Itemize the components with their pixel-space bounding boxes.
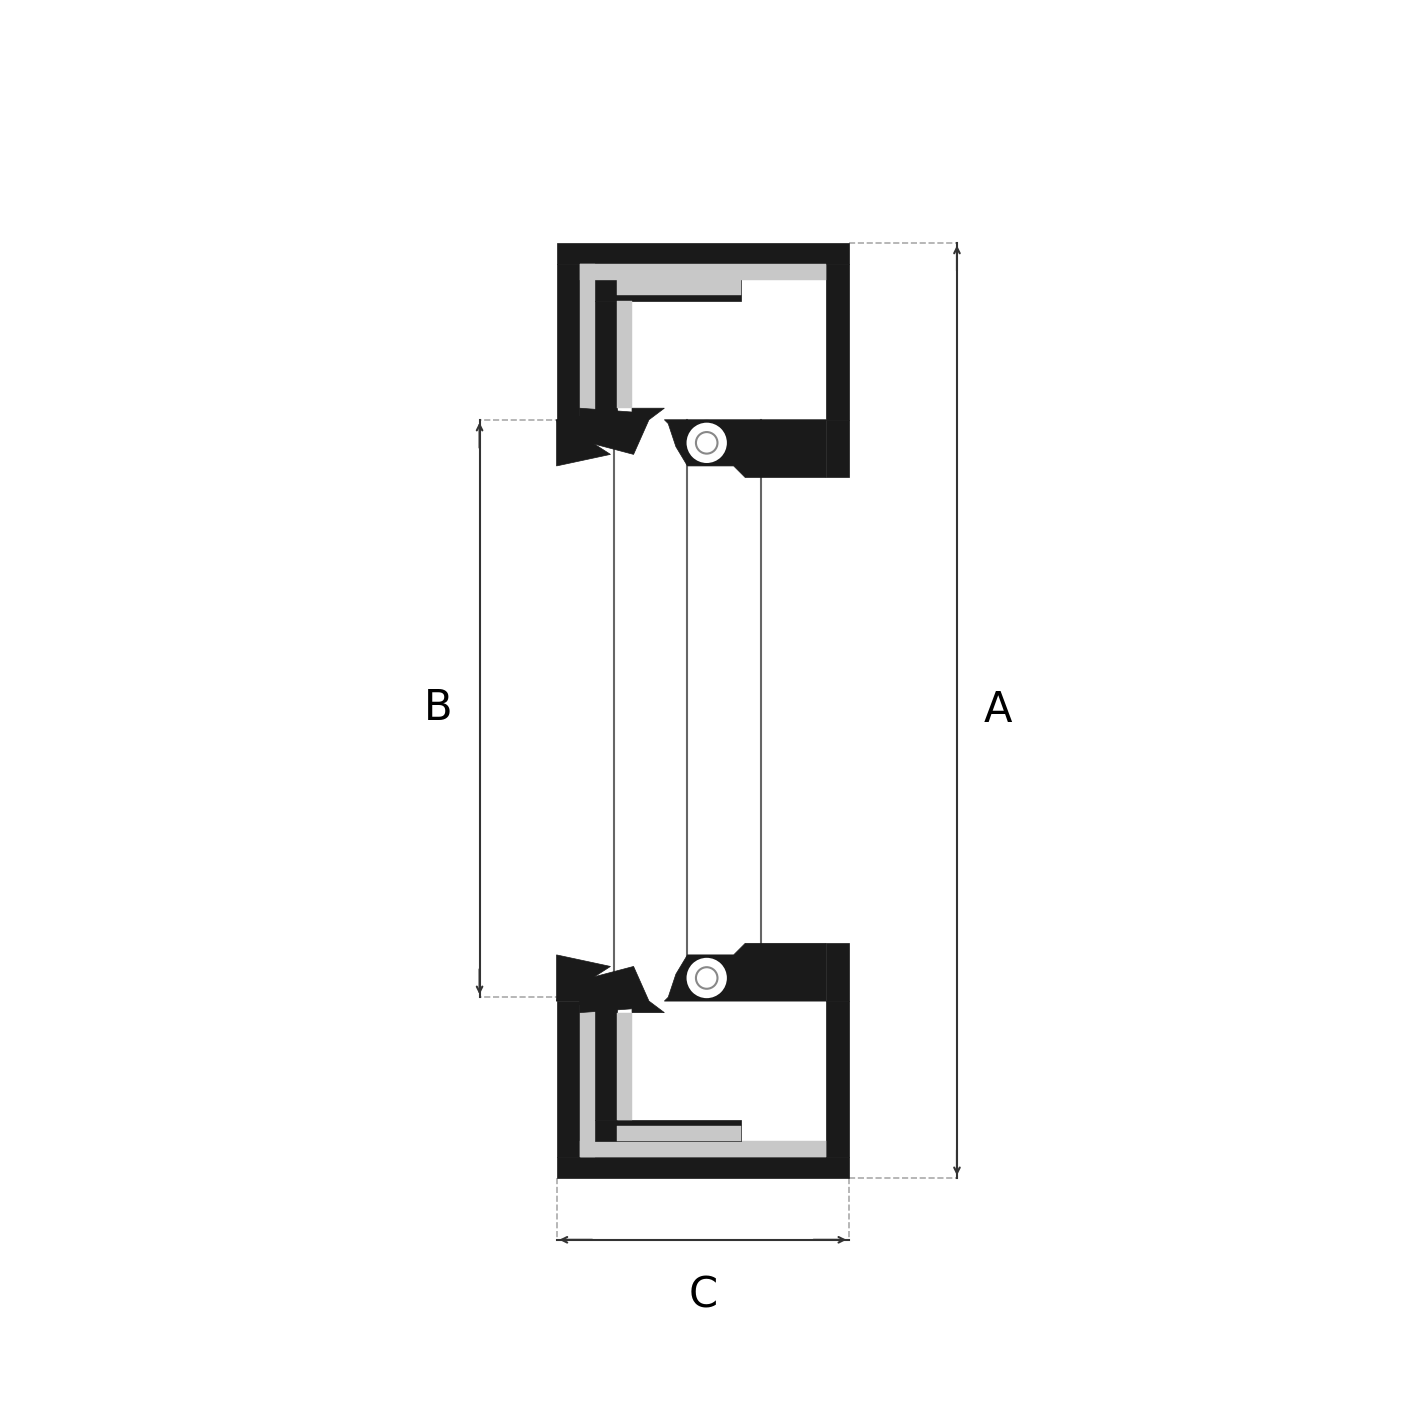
Polygon shape: [595, 1008, 617, 1119]
Polygon shape: [617, 301, 633, 408]
Polygon shape: [557, 264, 579, 420]
Polygon shape: [617, 1126, 741, 1142]
Circle shape: [685, 956, 728, 1000]
Text: A: A: [984, 689, 1012, 731]
Polygon shape: [827, 943, 849, 1001]
Polygon shape: [557, 955, 610, 1001]
Polygon shape: [665, 943, 827, 1001]
Polygon shape: [827, 1001, 849, 1157]
Polygon shape: [595, 1119, 741, 1142]
Text: B: B: [425, 688, 453, 730]
Polygon shape: [595, 301, 617, 412]
Circle shape: [685, 422, 728, 464]
Circle shape: [696, 432, 717, 454]
Polygon shape: [595, 280, 741, 301]
Polygon shape: [557, 1157, 849, 1178]
Polygon shape: [579, 1005, 595, 1157]
Polygon shape: [665, 420, 827, 478]
Polygon shape: [557, 243, 849, 264]
Polygon shape: [579, 264, 595, 416]
Polygon shape: [557, 408, 665, 454]
Polygon shape: [827, 420, 849, 478]
Circle shape: [696, 967, 717, 988]
Polygon shape: [557, 1001, 579, 1157]
Text: C: C: [689, 1274, 717, 1316]
Polygon shape: [579, 264, 827, 280]
Polygon shape: [579, 1142, 827, 1157]
Polygon shape: [557, 966, 665, 1012]
Polygon shape: [617, 280, 741, 295]
Polygon shape: [827, 264, 849, 420]
Polygon shape: [617, 1012, 633, 1119]
Polygon shape: [557, 420, 610, 465]
